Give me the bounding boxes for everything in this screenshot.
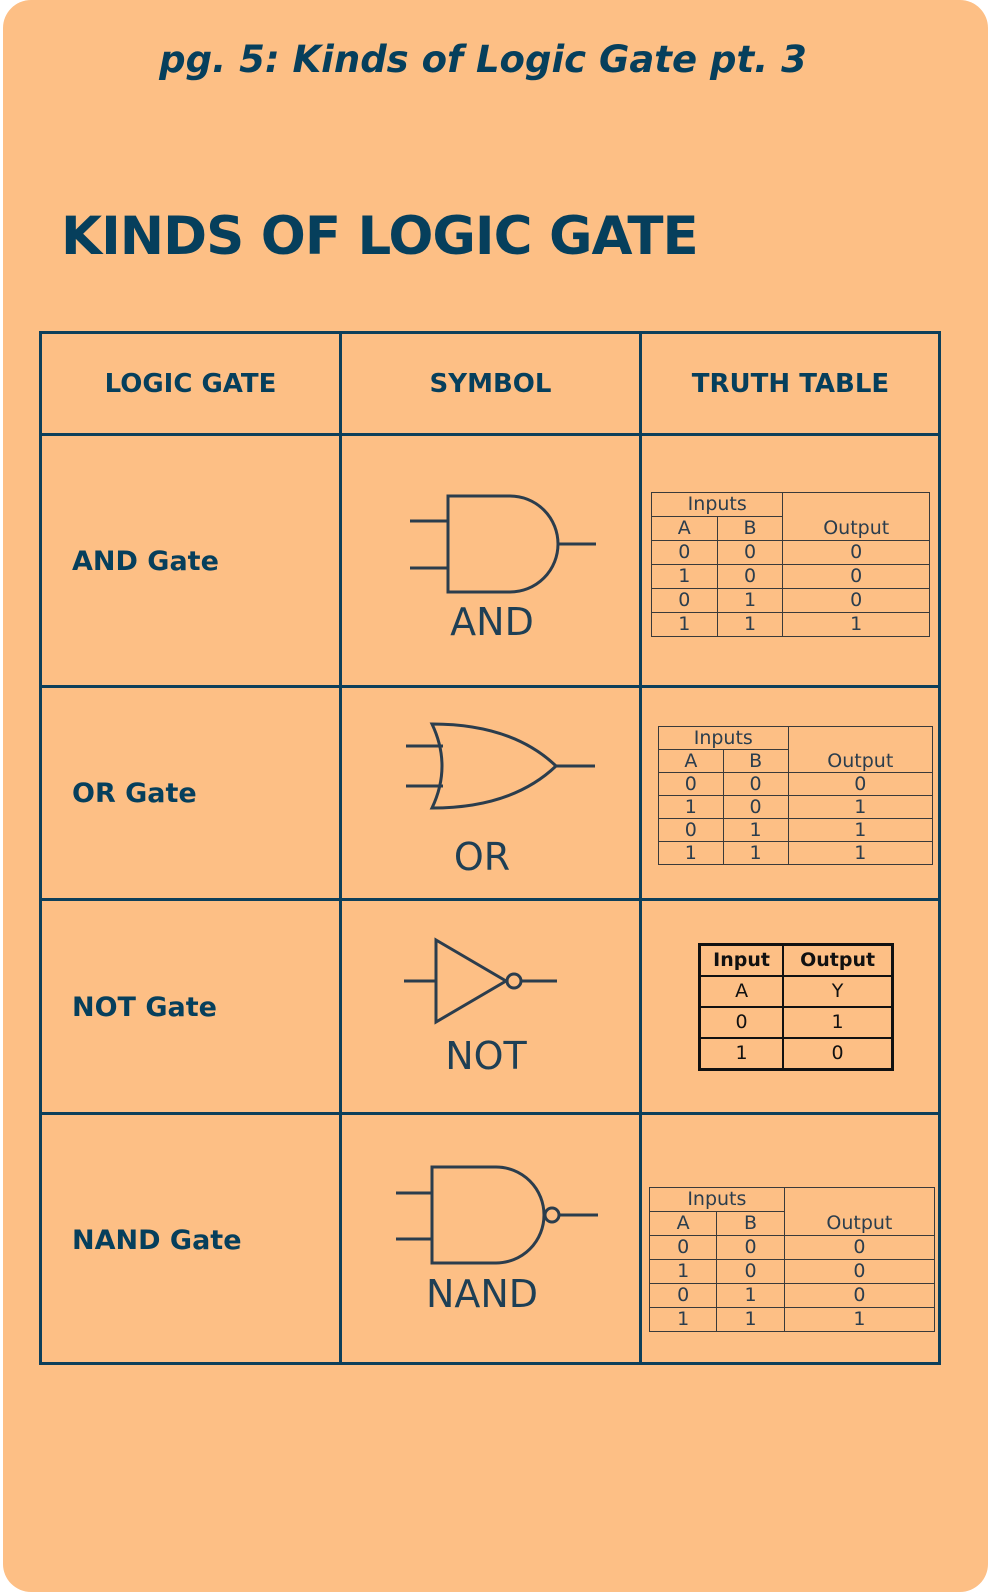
- cell: 0: [782, 540, 930, 565]
- column-divider: [339, 334, 342, 1362]
- cell: 1: [651, 612, 718, 637]
- row-divider: [42, 433, 938, 436]
- cell: 0: [648, 1235, 718, 1260]
- cell: 0: [658, 818, 724, 842]
- cell: 0: [783, 1283, 936, 1308]
- col-a-header: A: [651, 516, 718, 541]
- cell: 1: [716, 588, 784, 613]
- cell: 0: [782, 1037, 894, 1071]
- cell: 0: [716, 564, 784, 589]
- gate-name-and: AND Gate: [72, 546, 219, 577]
- output-header: Output: [783, 1187, 936, 1236]
- cell: 1: [716, 612, 784, 637]
- page-card: pg. 5: Kinds of Logic Gate pt. 3 KINDS O…: [3, 0, 988, 1592]
- cell: 0: [658, 772, 724, 796]
- cell: 0: [722, 795, 789, 819]
- logic-gate-table: LOGIC GATE SYMBOL TRUTH TABLE AND Gate A…: [39, 331, 941, 1365]
- or-symbol-label: OR: [453, 835, 511, 879]
- cell: 1: [722, 841, 789, 865]
- col-b-header: B: [716, 1211, 785, 1236]
- cell: 1: [648, 1259, 718, 1284]
- cell: A: [698, 975, 785, 1008]
- col-a-header: A: [648, 1211, 718, 1236]
- output-header: Output: [782, 492, 930, 541]
- and-symbol-label: AND: [450, 600, 534, 644]
- row-divider: [42, 898, 938, 901]
- output-header: Output: [787, 726, 934, 773]
- cell: Y: [782, 975, 894, 1008]
- gate-name-not: NOT Gate: [72, 992, 217, 1023]
- nand-symbol-label: NAND: [425, 1272, 539, 1316]
- cell: 0: [783, 1259, 936, 1284]
- header-logic-gate: LOGIC GATE: [104, 369, 277, 399]
- cell: 0: [651, 540, 718, 565]
- cell: 0: [716, 1259, 785, 1284]
- cell: 1: [698, 1037, 785, 1071]
- cell: 1: [782, 612, 930, 637]
- page-title: KINDS OF LOGIC GATE: [61, 206, 699, 267]
- cell: 1: [787, 795, 934, 819]
- not-gate-symbol: [404, 937, 557, 1025]
- cell: 1: [651, 564, 718, 589]
- cell: 1: [648, 1307, 718, 1332]
- col-b-header: B: [722, 749, 789, 773]
- not-symbol-label: NOT: [445, 1034, 527, 1078]
- cell: 0: [783, 1235, 936, 1260]
- header-truth-table: TRUTH TABLE: [691, 369, 890, 399]
- or-gate-symbol: [406, 722, 595, 810]
- output-header: Output: [782, 943, 894, 977]
- cell: 0: [722, 772, 789, 796]
- nand-gate-symbol: [396, 1165, 598, 1265]
- inputs-header: Inputs: [658, 726, 789, 750]
- header-symbol: SYMBOL: [429, 369, 552, 399]
- gate-name-nand: NAND Gate: [72, 1225, 242, 1256]
- cell: 1: [782, 1006, 894, 1039]
- row-divider: [42, 685, 938, 688]
- cell: 1: [658, 795, 724, 819]
- cell: 1: [716, 1283, 785, 1308]
- and-gate-symbol: [410, 494, 596, 594]
- gate-name-or: OR Gate: [72, 778, 197, 809]
- row-divider: [42, 1112, 938, 1115]
- col-a-header: A: [658, 749, 724, 773]
- cell: 0: [782, 588, 930, 613]
- cell: 0: [716, 540, 784, 565]
- cell: 1: [783, 1307, 936, 1332]
- cell: 1: [722, 818, 789, 842]
- cell: 0: [651, 588, 718, 613]
- cell: 0: [716, 1235, 785, 1260]
- cell: 1: [787, 841, 934, 865]
- cell: 0: [787, 772, 934, 796]
- page-heading: pg. 5: Kinds of Logic Gate pt. 3: [159, 38, 807, 81]
- column-divider: [639, 334, 642, 1362]
- inputs-header: Inputs: [650, 492, 784, 517]
- cell: 0: [648, 1283, 718, 1308]
- col-b-header: B: [716, 516, 784, 541]
- cell: 1: [787, 818, 934, 842]
- cell: 0: [698, 1006, 785, 1039]
- inputs-header: Inputs: [649, 1187, 785, 1212]
- cell: 1: [716, 1307, 785, 1332]
- cell: 1: [658, 841, 724, 865]
- cell: 0: [782, 564, 930, 589]
- input-header: Input: [698, 943, 785, 977]
